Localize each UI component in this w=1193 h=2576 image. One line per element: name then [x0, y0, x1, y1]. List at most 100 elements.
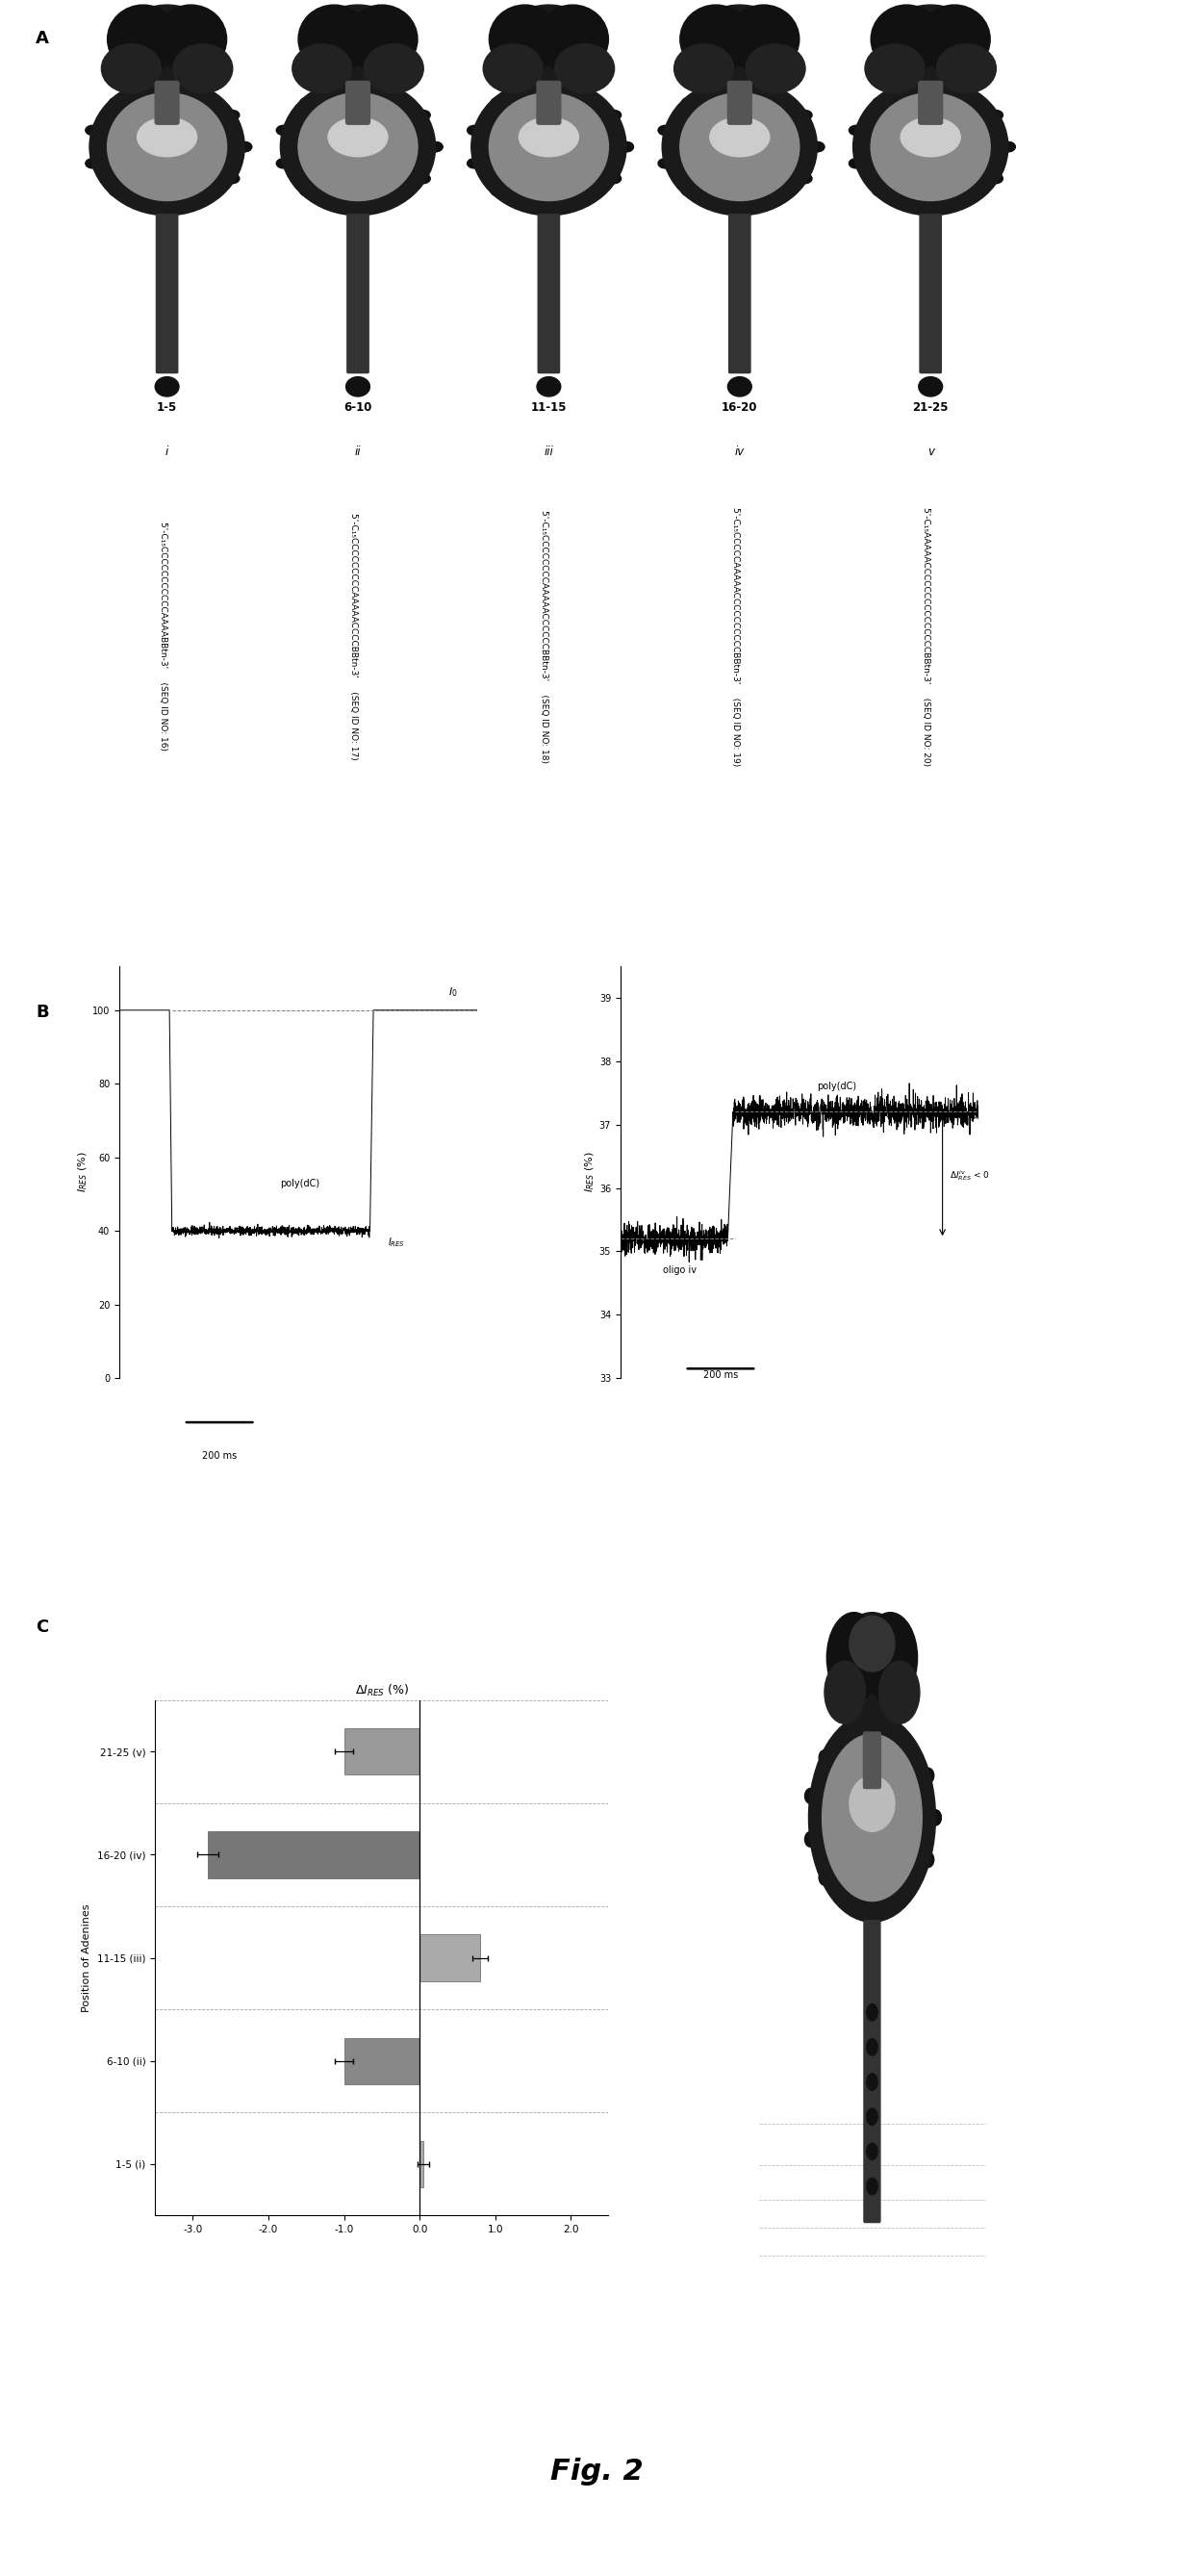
Ellipse shape	[871, 5, 942, 72]
Ellipse shape	[880, 5, 982, 93]
Circle shape	[866, 2177, 878, 2195]
Ellipse shape	[805, 1788, 816, 1803]
Ellipse shape	[340, 85, 354, 93]
Text: B: B	[36, 1005, 49, 1020]
Text: C: C	[36, 1618, 49, 1636]
Ellipse shape	[416, 173, 431, 183]
Circle shape	[866, 2107, 878, 2125]
Ellipse shape	[659, 126, 673, 134]
Text: 5'-C₁₅CCCCCCCCCCCAAAABBtn-3'     (SEQ ID NO: 16): 5'-C₁₅CCCCCCCCCCCAAAABBtn-3' (SEQ ID NO:…	[159, 523, 167, 750]
Ellipse shape	[298, 93, 418, 201]
Text: 16-20: 16-20	[722, 402, 758, 415]
Circle shape	[728, 376, 752, 397]
FancyBboxPatch shape	[864, 1731, 880, 1788]
Ellipse shape	[688, 5, 790, 93]
FancyBboxPatch shape	[864, 1922, 880, 2223]
Ellipse shape	[237, 142, 252, 152]
Ellipse shape	[765, 196, 779, 206]
Ellipse shape	[728, 5, 799, 72]
Ellipse shape	[662, 77, 817, 216]
Text: 5'-C₁₅CCCCCAAAAACCCCCCCCCCBBtn-3'     (SEQ ID NO: 19): 5'-C₁₅CCCCCAAAAACCCCCCCCCCBBtn-3' (SEQ I…	[731, 507, 740, 765]
Text: iii: iii	[544, 446, 554, 459]
Ellipse shape	[531, 201, 545, 209]
Ellipse shape	[86, 160, 100, 167]
Bar	[344, 2038, 420, 2084]
Ellipse shape	[681, 98, 696, 108]
Text: $I_{RES}$: $I_{RES}$	[388, 1236, 406, 1249]
Ellipse shape	[863, 1613, 917, 1703]
Ellipse shape	[765, 88, 779, 98]
Bar	[420, 1935, 480, 1981]
Circle shape	[919, 376, 942, 397]
Y-axis label: $I_{RES}$ (%): $I_{RES}$ (%)	[76, 1151, 89, 1193]
Ellipse shape	[929, 1811, 941, 1826]
Ellipse shape	[922, 1767, 934, 1783]
Ellipse shape	[497, 5, 600, 93]
Ellipse shape	[225, 111, 240, 121]
Ellipse shape	[149, 85, 163, 93]
Ellipse shape	[519, 118, 579, 157]
FancyBboxPatch shape	[156, 214, 178, 374]
Ellipse shape	[109, 185, 123, 196]
Ellipse shape	[989, 111, 1003, 121]
Ellipse shape	[874, 1721, 885, 1736]
Ellipse shape	[428, 142, 443, 152]
Ellipse shape	[722, 201, 736, 209]
Bar	[344, 1728, 420, 1775]
Text: 1-5: 1-5	[156, 402, 178, 415]
Ellipse shape	[1001, 142, 1015, 152]
Ellipse shape	[107, 93, 227, 201]
Text: poly(dC): poly(dC)	[817, 1082, 857, 1092]
Ellipse shape	[871, 93, 990, 201]
Ellipse shape	[722, 85, 736, 93]
Ellipse shape	[107, 5, 179, 72]
FancyBboxPatch shape	[729, 214, 750, 374]
Ellipse shape	[818, 1749, 830, 1765]
Ellipse shape	[277, 160, 291, 167]
Ellipse shape	[490, 185, 505, 196]
Text: i: i	[166, 446, 168, 459]
Circle shape	[866, 2004, 878, 2020]
Ellipse shape	[680, 5, 752, 72]
Ellipse shape	[468, 126, 482, 134]
Ellipse shape	[383, 196, 397, 206]
Y-axis label: $I_{RES}$ (%): $I_{RES}$ (%)	[583, 1151, 596, 1193]
Ellipse shape	[149, 201, 163, 209]
Ellipse shape	[853, 77, 1008, 216]
Ellipse shape	[843, 1893, 855, 1909]
Ellipse shape	[299, 185, 314, 196]
Ellipse shape	[531, 85, 545, 93]
Ellipse shape	[805, 1832, 816, 1847]
Ellipse shape	[843, 1726, 855, 1741]
FancyBboxPatch shape	[919, 82, 942, 124]
FancyBboxPatch shape	[346, 82, 370, 124]
Text: v: v	[927, 446, 934, 459]
Text: $I_0$: $I_0$	[449, 987, 458, 999]
Ellipse shape	[913, 85, 927, 93]
Ellipse shape	[86, 126, 100, 134]
Ellipse shape	[619, 142, 633, 152]
Ellipse shape	[989, 173, 1003, 183]
Ellipse shape	[659, 160, 673, 167]
Ellipse shape	[818, 1870, 830, 1886]
Text: ii: ii	[354, 446, 361, 459]
Circle shape	[537, 376, 561, 397]
Ellipse shape	[308, 5, 408, 93]
Ellipse shape	[280, 77, 435, 216]
Ellipse shape	[874, 1899, 885, 1914]
Ellipse shape	[489, 5, 561, 72]
Ellipse shape	[555, 44, 614, 93]
Ellipse shape	[956, 88, 970, 98]
Ellipse shape	[872, 185, 886, 196]
Ellipse shape	[192, 88, 206, 98]
Ellipse shape	[901, 118, 960, 157]
Circle shape	[866, 2074, 878, 2089]
Ellipse shape	[919, 5, 990, 72]
Ellipse shape	[849, 126, 864, 134]
Ellipse shape	[364, 44, 424, 93]
FancyBboxPatch shape	[537, 82, 561, 124]
Ellipse shape	[937, 44, 996, 93]
Ellipse shape	[117, 5, 217, 93]
Ellipse shape	[277, 126, 291, 134]
Ellipse shape	[298, 5, 370, 72]
